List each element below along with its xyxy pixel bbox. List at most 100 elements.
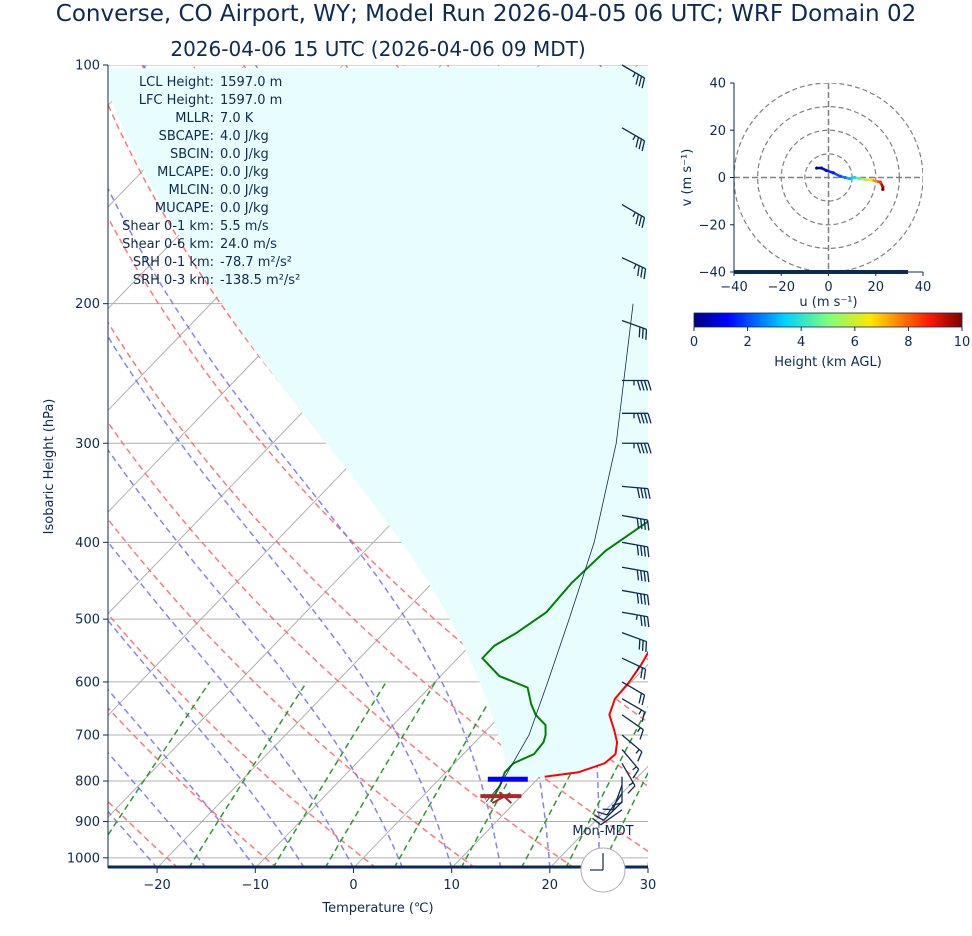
hodograph-point (815, 166, 819, 170)
y-tick-label: 400 (75, 536, 100, 551)
y-tick-label: 200 (75, 297, 100, 312)
hodograph-point (881, 185, 885, 189)
wind-barb (621, 611, 650, 628)
barb-half-flag (635, 614, 638, 620)
hodograph-point (848, 177, 852, 181)
barb-flag (643, 519, 647, 530)
barb-half-flag (628, 782, 634, 786)
barb-flag (646, 519, 650, 531)
x-tick-label: 20 (542, 878, 559, 893)
barb-shaft (621, 514, 648, 521)
hodograph-plot (734, 83, 923, 272)
stat-value: 1597.0 m (220, 75, 282, 90)
colorbar-tick-label: 10 (954, 335, 971, 350)
barb-flag (632, 769, 640, 779)
hodograph-x-tick-label: −40 (720, 280, 747, 295)
mixing-ratio-line (600, 771, 648, 868)
barb-flag (643, 616, 647, 627)
x-axis-label: Temperature (℃) (321, 901, 433, 916)
y-tick-label: 100 (75, 59, 100, 74)
hodograph-y-tick-label: 40 (709, 77, 726, 92)
wind-barb (621, 319, 648, 340)
y-tick-label: 700 (75, 729, 100, 744)
mixing-ratio-line (188, 681, 308, 868)
barb-flag (646, 616, 650, 628)
barb-flag (638, 639, 641, 650)
barb-flag (627, 785, 636, 794)
barb-flag (635, 137, 640, 148)
barb-shaft (621, 319, 647, 330)
hodograph-point (819, 166, 824, 170)
wind-barb (621, 657, 647, 680)
barb-flag (638, 215, 643, 227)
barb-half-flag (635, 749, 640, 754)
y-tick-label: 500 (75, 613, 100, 628)
barb-flag (640, 615, 643, 626)
temperature-profile (544, 650, 648, 778)
barb-flag (637, 751, 643, 762)
isotherm (108, 65, 246, 208)
y-tick-label: 300 (75, 437, 100, 452)
wind-barb (596, 793, 623, 816)
stat-value: 0.0 J/kg (220, 165, 269, 180)
barb-half-flag (632, 72, 636, 78)
barb-half-flag (636, 665, 640, 672)
dry-adiabat (108, 518, 476, 868)
hodograph-y-tick-label: 20 (709, 124, 726, 139)
dry-adiabat (108, 321, 648, 853)
barb-flag (638, 76, 643, 87)
barb-flag (643, 571, 647, 582)
wind-barb (621, 204, 646, 228)
mixing-ratio-line (324, 681, 437, 868)
stat-value: 4.0 J/kg (220, 129, 269, 144)
dry-adiabat (651, 65, 972, 868)
stat-label: Shear 0-1 km: (122, 219, 214, 234)
barb-flag (641, 640, 644, 651)
barb-flag (640, 545, 643, 557)
barb-shaft (621, 64, 645, 79)
barb-shaft (621, 127, 645, 142)
hodograph-y-label: v (m s⁻¹) (680, 149, 695, 207)
x-tick-label: −10 (242, 878, 269, 893)
barb-half-flag (632, 766, 637, 771)
wind-barb (594, 801, 623, 821)
moist-adiabat (746, 65, 841, 868)
hodograph-point (874, 179, 878, 183)
barb-shaft (621, 204, 645, 219)
colorbar-tick-label: 4 (797, 335, 805, 350)
stat-value: 0.0 J/kg (220, 201, 269, 216)
barb-shaft (621, 734, 643, 753)
stat-label: MUCAPE: (155, 201, 214, 216)
stat-label: MLCIN: (169, 183, 214, 198)
chart-subtitle: 2026-04-06 15 UTC (2026-04-06 09 MDT) (170, 37, 586, 61)
barb-flag (643, 594, 647, 605)
hodograph-x-tick-label: 40 (915, 280, 932, 295)
y-tick-label: 1000 (67, 851, 100, 866)
barb-shaft (621, 589, 648, 596)
x-tick-label: −20 (143, 878, 170, 893)
colorbar-tick-label: 2 (743, 335, 751, 350)
barb-flag (640, 380, 645, 391)
stat-label: SBCAPE: (159, 129, 214, 144)
moist-adiabat (108, 751, 207, 868)
barb-flag (636, 413, 642, 424)
barb-flag (643, 669, 647, 680)
barb-flag (636, 380, 642, 391)
hodograph-y-tick-label: 0 (718, 171, 726, 186)
isotherm (108, 65, 148, 106)
stat-value: 7.0 K (220, 111, 254, 126)
barb-shaft (603, 801, 623, 821)
barb-flag (592, 817, 602, 826)
barb-flag (636, 569, 640, 581)
barb-shaft (612, 785, 623, 810)
mixing-ratio-line (393, 681, 502, 868)
colorbar (693, 312, 963, 328)
stat-label: Shear 0-6 km: (122, 237, 214, 252)
barb-flag (640, 487, 644, 499)
barb-half-flag (638, 709, 643, 715)
x-tick-label: 30 (640, 878, 657, 893)
barb-flag (636, 487, 641, 499)
barb-half-flag (637, 727, 641, 733)
dry-adiabat (702, 65, 972, 868)
barb-shaft (606, 793, 623, 816)
